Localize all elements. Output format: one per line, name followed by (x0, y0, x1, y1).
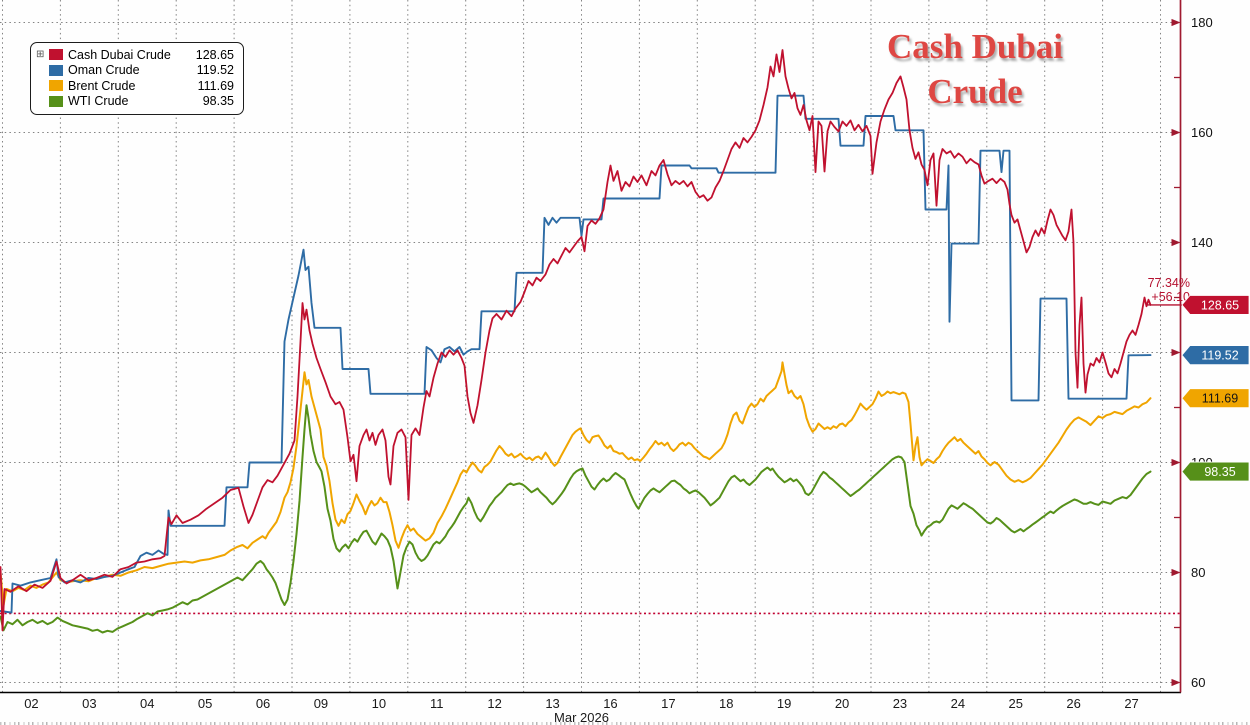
y-tick-arrow-icon (1171, 128, 1181, 137)
x-axis-period-label: Mar 2026 (554, 710, 609, 725)
legend-label: WTI Crude (68, 94, 129, 109)
legend-item[interactable]: Oman Crude 119.52 (36, 63, 234, 79)
y-tick-arrow-icon (1171, 348, 1181, 357)
y-tick-label: 180 (1191, 15, 1213, 30)
y-tick-arrow-icon (1171, 678, 1181, 687)
legend-value: 119.52 (196, 63, 234, 78)
legend-item[interactable]: Brent Crude 111.69 (36, 78, 234, 94)
series-line-brent-crude (0, 361, 1152, 607)
legend-swatch-icon (49, 80, 63, 92)
x-tick-label: 04 (140, 696, 154, 711)
y-tick-arrow-icon (1171, 458, 1181, 467)
chart-title: Cash Dubai Crude (845, 24, 1105, 114)
change-absolute-label: +56.10 (1151, 290, 1190, 304)
x-tick-label: 05 (198, 696, 212, 711)
x-tick-label: 13 (545, 696, 559, 711)
y-tick-label: 160 (1191, 125, 1213, 140)
legend-swatch-icon (49, 64, 63, 76)
legend-rows: ⊞ Cash Dubai Crude 128.65 Oman Crude 119.52 B… (36, 47, 234, 109)
y-tick-arrow-icon (1171, 238, 1181, 247)
x-tick-label: 27 (1124, 696, 1138, 711)
last-price-badge-value: 128.65 (1201, 298, 1239, 312)
x-tick-label: 18 (719, 696, 733, 711)
last-price-badge-value: 98.35 (1204, 465, 1235, 479)
y-tick-label: 140 (1191, 235, 1213, 250)
last-price-badge (1181, 295, 1250, 315)
legend-value: 128.65 (195, 47, 234, 62)
legend: ⊞ Cash Dubai Crude 128.65 Oman Crude 119.52 B… (30, 42, 244, 115)
x-tick-label: 16 (603, 696, 617, 711)
x-tick-label: 17 (661, 696, 675, 711)
x-tick-label: 26 (1066, 696, 1080, 711)
y-tick-label: 60 (1191, 675, 1205, 690)
last-price-badge (1181, 461, 1250, 482)
legend-label: Cash Dubai Crude (68, 47, 171, 62)
x-tick-label: 11 (430, 696, 444, 711)
legend-value: 111.69 (197, 78, 234, 93)
x-tick-label: 25 (1009, 696, 1023, 711)
legend-swatch-icon (49, 49, 63, 61)
x-tick-label: 10 (372, 696, 386, 711)
x-tick-label: 23 (893, 696, 907, 711)
legend-expand-icon[interactable]: ⊞ (36, 48, 45, 60)
clipped-text-row (0, 722, 1250, 725)
y-tick-label: 80 (1191, 565, 1205, 580)
change-percent-label: 77.34% (1148, 276, 1190, 290)
legend-item[interactable]: WTI Crude 98.35 (36, 94, 234, 110)
x-tick-label: 06 (256, 696, 270, 711)
series-line-oman-crude (0, 94, 1152, 614)
chart-title-line1: Cash Dubai (886, 27, 1064, 66)
legend-item[interactable]: ⊞ Cash Dubai Crude 128.65 (36, 47, 234, 63)
last-price-badge-value: 119.52 (1201, 349, 1238, 363)
x-tick-label: 09 (314, 696, 328, 711)
legend-label: Oman Crude (68, 63, 140, 78)
chart-title-line2: Crude (927, 72, 1023, 111)
x-tick-label: 20 (835, 696, 849, 711)
x-tick-label: 12 (487, 696, 501, 711)
x-tick-label: 02 (24, 696, 38, 711)
last-price-badge (1181, 345, 1250, 366)
series-line-wti-crude (0, 404, 1152, 634)
x-tick-label: 19 (777, 696, 791, 711)
legend-label: Brent Crude (68, 78, 136, 93)
last-price-badge (1181, 388, 1250, 409)
last-price-badge-value: 111.69 (1202, 392, 1238, 406)
x-tick-label: 24 (951, 696, 965, 711)
y-tick-arrow-icon (1171, 18, 1181, 27)
legend-value: 98.35 (202, 94, 234, 109)
y-tick-arrow-icon (1171, 568, 1181, 577)
series-line-cash-dubai-crude (0, 49, 1152, 632)
x-tick-label: 03 (82, 696, 96, 711)
legend-swatch-icon (49, 95, 63, 107)
